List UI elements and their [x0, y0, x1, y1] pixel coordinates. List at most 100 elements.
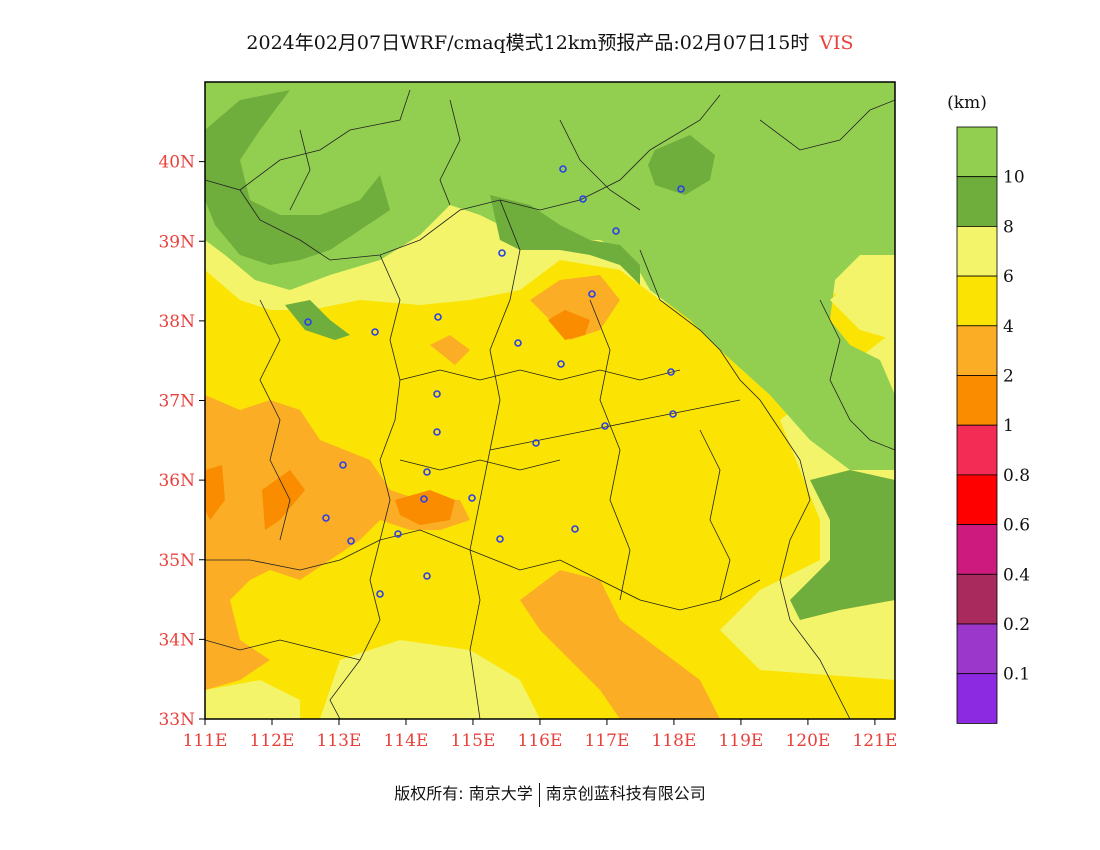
- longitude-label: 118E: [652, 731, 697, 751]
- region-6-8km-ne-pocket: [830, 265, 895, 340]
- region-1-2km-sw: [205, 465, 225, 520]
- latitude-label: 37N: [158, 392, 195, 412]
- city-marker: [588, 290, 596, 298]
- longitude-label: 116E: [518, 731, 563, 751]
- city-marker: [669, 410, 677, 418]
- latitude-label: 33N: [158, 710, 195, 730]
- longitude-label: 119E: [718, 731, 763, 751]
- longitude-label: 112E: [250, 731, 295, 751]
- province-boundary-2: [239, 94, 721, 261]
- region-8-10km-nw-small: [285, 300, 350, 340]
- copyright-left: 版权所有: 南京大学: [394, 784, 533, 803]
- latitude-label: 38N: [158, 312, 195, 332]
- province-boundary-17: [289, 129, 311, 211]
- city-marker: [394, 530, 402, 538]
- region-1-2km-north: [548, 310, 590, 340]
- colorbar-swatch: [956, 325, 998, 376]
- longitude-label: 113E: [317, 731, 362, 751]
- colorbar-swatch: [956, 126, 998, 178]
- colorbar-label: 2: [1003, 367, 1014, 387]
- city-marker: [376, 590, 384, 598]
- city-marker: [339, 461, 347, 469]
- colorbar-swatch: [956, 474, 998, 525]
- longitude-label: 114E: [384, 731, 429, 751]
- city-marker: [434, 313, 442, 321]
- province-boundary-16: [559, 119, 641, 211]
- city-marker: [667, 368, 675, 376]
- province-boundary-18: [439, 99, 461, 206]
- colorbar-swatch: [956, 623, 998, 675]
- city-marker: [612, 227, 620, 235]
- city-marker: [601, 422, 609, 430]
- title-text: 2024年02月07日WRF/cmaq模式12km预报产品:02月07日15时: [246, 32, 810, 54]
- colorbar-swatch: [956, 524, 998, 575]
- city-marker: [559, 165, 567, 173]
- colorbar-swatch: [956, 573, 998, 625]
- city-marker: [420, 495, 428, 503]
- province-boundary-10: [589, 299, 631, 601]
- colorbar-label: 6: [1003, 267, 1014, 287]
- colorbar-swatch: [956, 275, 998, 327]
- region-8-10km-east: [790, 470, 895, 620]
- city-marker: [468, 494, 476, 502]
- city-marker: [433, 390, 441, 398]
- city-marker: [433, 428, 441, 436]
- city-marker: [532, 439, 540, 447]
- visibility-field: [205, 82, 895, 719]
- province-boundary-7: [205, 529, 761, 611]
- longitude-label: 115E: [451, 731, 496, 751]
- colorbar-label: 4: [1003, 317, 1014, 337]
- longitude-label: 121E: [852, 731, 897, 751]
- city-marker: [322, 514, 330, 522]
- city-marker: [498, 249, 506, 257]
- province-boundary-15: [759, 99, 895, 151]
- city-marker: [423, 468, 431, 476]
- province-boundary-13: [399, 459, 561, 471]
- colorbar-label: 10: [1003, 168, 1025, 188]
- latitude-axis: 40N 39N 38N 37N 36N 35N 34N 33N: [158, 153, 205, 730]
- latitude-label: 36N: [158, 471, 195, 491]
- city-marker: [347, 537, 355, 545]
- city-marker: [514, 339, 522, 347]
- region-2-4km-south: [520, 570, 720, 719]
- colorbar: 10 8 6 4 2 1 0.8 0.6 0.4 0.2 0.1: [956, 126, 1030, 724]
- region-8-10km-central: [490, 195, 640, 285]
- longitude-label: 117E: [585, 731, 630, 751]
- colorbar-label: 1: [1003, 416, 1014, 436]
- map-title: 2024年02月07日WRF/cmaq模式12km预报产品:02月07日15时 V…: [0, 28, 1100, 55]
- colorbar-label: 0.1: [1003, 665, 1030, 685]
- region-8-10km-ne: [648, 135, 715, 195]
- province-boundary-6: [489, 399, 741, 451]
- province-boundary-12: [399, 369, 681, 381]
- copyright-footer: 版权所有: 南京大学 南京创蓝科技有限公司: [0, 780, 1100, 807]
- copyright-right: 南京创蓝科技有限公司: [545, 784, 706, 803]
- longitude-axis: 111E 112E 113E 114E 115E 116E 117E 118E 119E 120E…: [183, 719, 897, 751]
- province-boundary-9: [259, 299, 291, 541]
- region-2-4km-central-small: [430, 335, 470, 365]
- colorbar-label: 0.6: [1003, 516, 1030, 536]
- city-marker: [557, 360, 565, 368]
- city-marker: [571, 525, 579, 533]
- province-boundary-14: [819, 299, 895, 451]
- latitude-label: 39N: [158, 232, 195, 252]
- province-boundary-8: [205, 639, 361, 661]
- city-marker: [423, 572, 431, 580]
- region-6-8km-sw: [205, 680, 300, 719]
- variable-label: VIS: [819, 32, 854, 54]
- city-marker: [304, 318, 312, 326]
- latitude-label: 34N: [158, 630, 195, 650]
- city-marker: [496, 535, 504, 543]
- region-1-2km-west: [262, 470, 305, 530]
- region-8-10km-west: [205, 90, 390, 265]
- city-markers: [304, 165, 685, 598]
- colorbar-swatch: [956, 225, 998, 277]
- colorbar-label: 8: [1003, 217, 1014, 237]
- region-2-4km-north: [530, 275, 620, 340]
- boundary-lines: [205, 89, 895, 719]
- colorbar-label: 0.2: [1003, 615, 1030, 635]
- longitude-label: 111E: [183, 731, 228, 751]
- colorbar-label: 0.8: [1003, 466, 1030, 486]
- province-boundary-5: [639, 249, 851, 719]
- colorbar-unit: (km): [947, 93, 987, 113]
- colorbar-swatch: [956, 176, 998, 227]
